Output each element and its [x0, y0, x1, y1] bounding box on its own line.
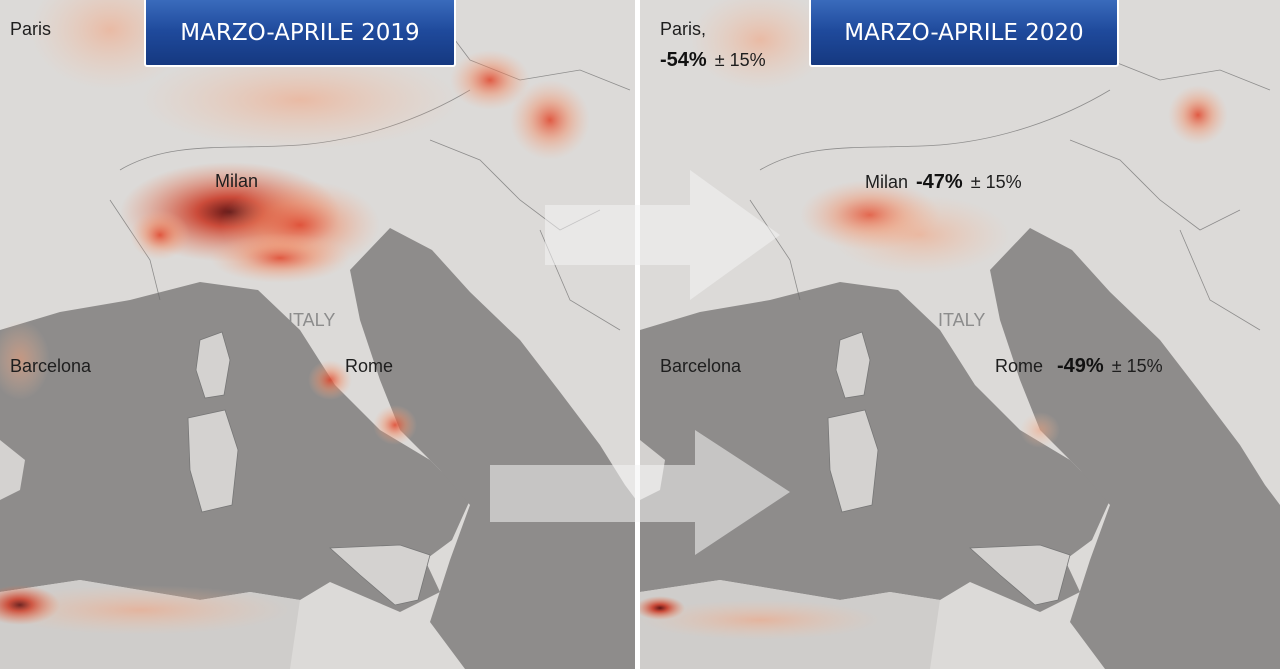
- panel-title: MARZO-APRILE 2020: [844, 20, 1083, 46]
- city-change: Rome -49% ± 15%: [995, 355, 1163, 377]
- city-change: Milan -47% ± 15%: [865, 171, 1022, 193]
- city-label: Paris: [10, 19, 51, 39]
- city-label: Barcelona: [660, 356, 742, 376]
- city-name: Rome: [995, 356, 1043, 376]
- panel-2020: [640, 0, 1280, 669]
- city-label: Rome: [345, 356, 393, 376]
- divider: [635, 0, 640, 669]
- uncertainty: ± 15%: [1112, 356, 1163, 376]
- country-label: ITALY: [288, 310, 335, 330]
- uncertainty: ± 15%: [971, 172, 1022, 192]
- city-label: Barcelona: [10, 356, 92, 376]
- city-label: Milan: [215, 171, 258, 191]
- title-banner: [809, 0, 1119, 67]
- change: -49%: [1057, 355, 1104, 377]
- panel-2019: [0, 0, 635, 669]
- city-label: Paris,: [660, 19, 706, 39]
- city-change: -54% ± 15%: [660, 49, 766, 71]
- title-banner: [144, 0, 456, 67]
- arrows: [490, 170, 790, 555]
- uncertainty: ± 15%: [715, 50, 766, 70]
- change: -54%: [660, 49, 707, 71]
- city-name: Milan: [865, 172, 908, 192]
- country-label: ITALY: [938, 310, 985, 330]
- change: -47%: [916, 171, 963, 193]
- panel-title: MARZO-APRILE 2019: [180, 20, 419, 46]
